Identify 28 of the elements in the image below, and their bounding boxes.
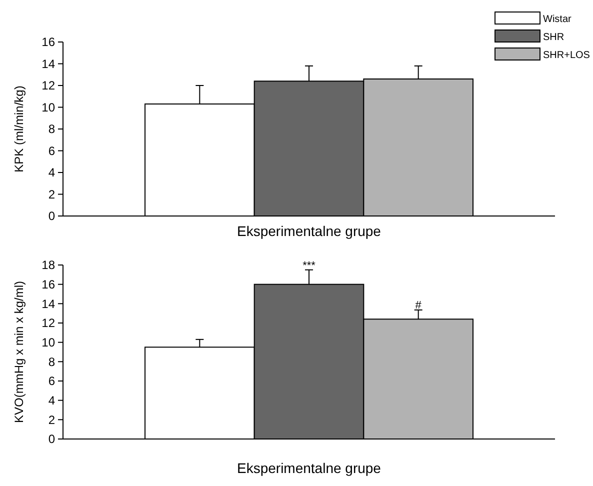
y-tick-label: 16 (42, 35, 56, 50)
y-tick-label: 0 (48, 432, 56, 446)
legend-label: SHR (543, 32, 564, 43)
y-tick-label: 10 (42, 336, 56, 350)
y-tick-label: 0 (48, 209, 56, 224)
x-axis-title: Eksperimentalne grupe (237, 223, 382, 239)
y-tick-label: 16 (42, 278, 56, 292)
y-tick-label: 8 (48, 122, 56, 136)
x-axis-title: Eksperimentalne grupe (237, 460, 382, 476)
y-tick-label: 12 (42, 78, 56, 93)
y-tick-label: 18 (42, 258, 56, 272)
y-tick-label: 6 (48, 144, 56, 158)
y-tick-label: 4 (48, 394, 56, 408)
y-axis-title: KVO(mmHg x min x kg/ml) (12, 280, 26, 424)
y-axis-title: KPK (ml/min/kg) (12, 86, 26, 172)
y-tick-label: 6 (48, 374, 56, 388)
y-tick-label: 10 (42, 100, 56, 114)
legend-label: Wistar (543, 14, 572, 25)
y-tick-label: 2 (48, 412, 56, 427)
annotation: # (415, 300, 422, 312)
y-tick-label: 8 (48, 354, 56, 369)
y-tick-label: 14 (42, 296, 56, 311)
y-tick-label: 12 (42, 316, 56, 330)
annotation: *** (302, 260, 316, 272)
y-tick-label: 2 (48, 187, 56, 202)
y-tick-label: 14 (42, 56, 56, 71)
legend-label: SHR+LOS (543, 50, 590, 61)
y-tick-label: 4 (48, 166, 56, 180)
